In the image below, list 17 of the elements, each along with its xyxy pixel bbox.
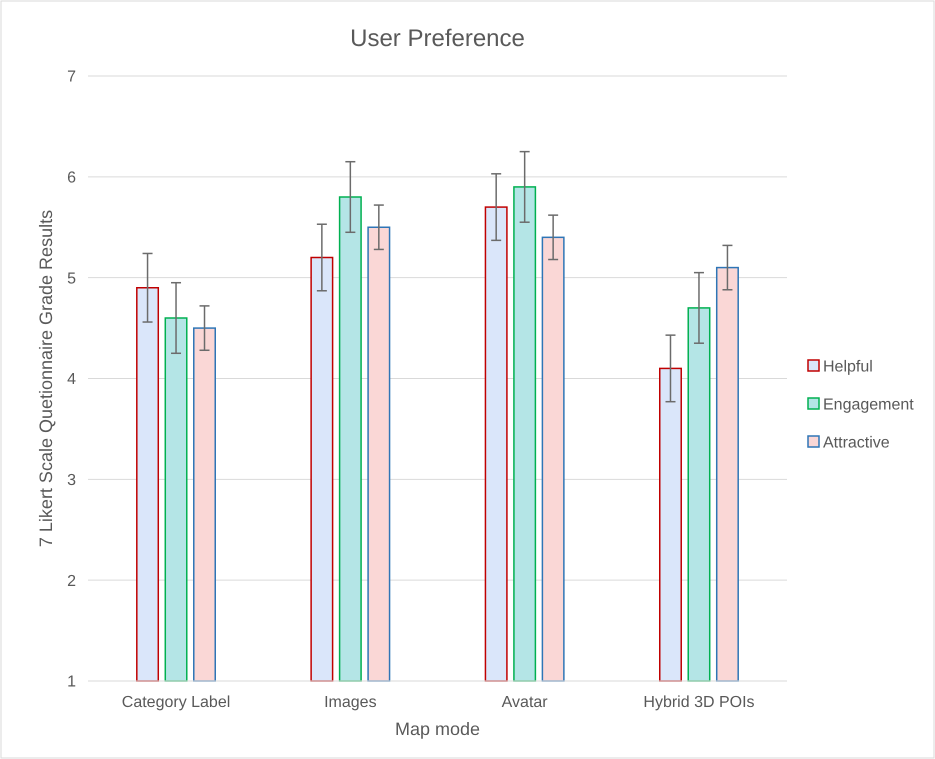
x-tick-label: Avatar [502,694,548,711]
x-tick-label: Hybrid 3D POIs [643,694,755,711]
y-tick-label: 7 [67,68,76,86]
legend-label: Attractive [823,434,890,452]
legend-label: Engagement [823,396,914,414]
legend-label: Helpful [823,358,873,376]
chart-title: User Preference [350,25,525,52]
y-tick-label: 1 [67,674,76,691]
x-tick-label: Images [324,694,377,711]
y-tick-label: 6 [67,169,76,186]
x-axis-title: Map mode [394,719,480,739]
y-tick-label: 2 [67,572,76,590]
y-tick-label: 5 [67,270,76,288]
y-tick-label: 3 [67,472,76,489]
x-tick-label: Category Label [122,694,230,711]
y-tick-label: 4 [67,371,76,388]
y-axis-title: 7 Likert Scale Quetionnaire Grade Results [36,210,56,548]
